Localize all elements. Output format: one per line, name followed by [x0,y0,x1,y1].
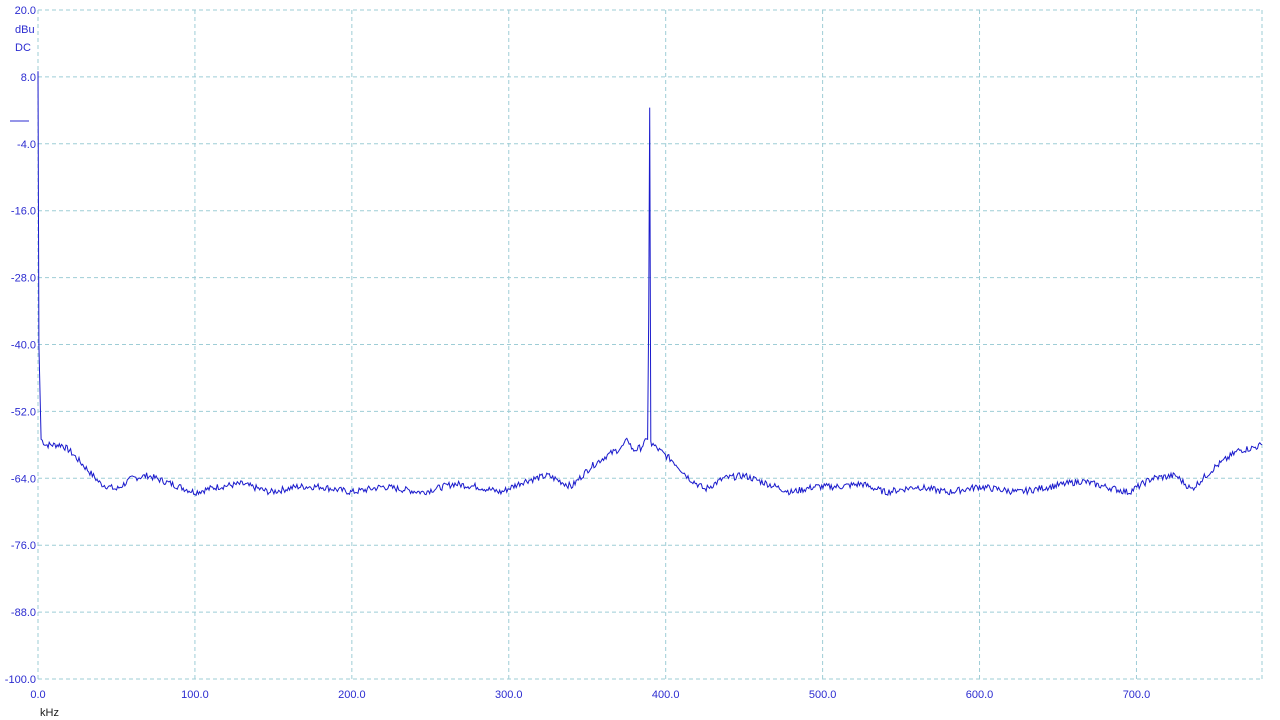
y-tick-label: -88.0 [11,607,36,619]
y-unit-label: dBu [15,24,35,36]
y-tick-label: -28.0 [11,273,36,285]
y-tick-label: 8.0 [21,72,36,84]
x-axis-ticks: 0.0 100.0 200.0 300.0 400.0 500.0 600.0 700.0 [30,689,1150,701]
spectrum-trace [37,71,1263,497]
y-tick-label: -52.0 [11,406,36,418]
x-tick-label: 400.0 [652,689,680,701]
x-tick-label: 200.0 [338,689,366,701]
y-tick-label: -76.0 [11,540,36,552]
y-tick-label: -100.0 [5,674,36,686]
x-tick-label: 700.0 [1123,689,1151,701]
x-tick-label: 0.0 [30,689,45,701]
x-tick-label: 300.0 [495,689,523,701]
y-tick-label: -4.0 [17,139,36,151]
y-axis-ticks: 20.0 8.0 -4.0 -16.0 -28.0 -40.0 -52.0 -64.0 -76.… [5,5,36,686]
x-tick-label: 100.0 [181,689,209,701]
y-tick-label: -40.0 [11,340,36,352]
x-tick-label: 500.0 [809,689,837,701]
x-tick-label: 600.0 [966,689,994,701]
x-unit-label: kHz [40,707,59,719]
y-tick-label: -64.0 [11,473,36,485]
y-tick-label: -16.0 [11,206,36,218]
y-tick-label: 20.0 [15,5,36,17]
coupling-label: DC [15,42,31,54]
series-layer [37,71,1263,497]
